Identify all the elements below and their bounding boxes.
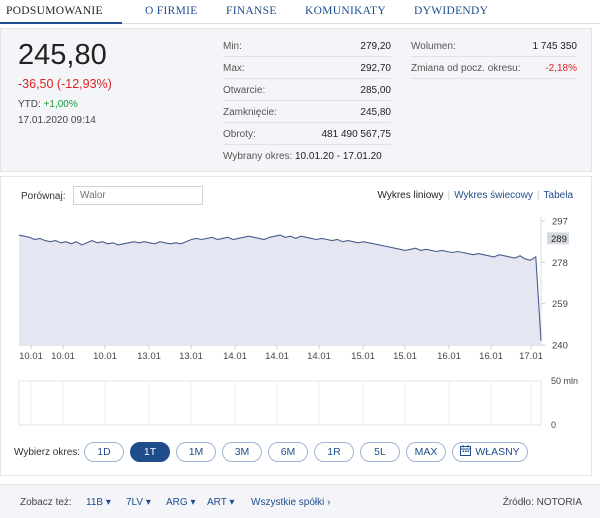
- x-tick-label: 10.01: [51, 351, 75, 362]
- quote-datetime: 17.01.2020 09:14: [18, 115, 96, 126]
- stat-max: Max: 292,70: [223, 59, 391, 79]
- y-tick-label: 240: [552, 341, 568, 352]
- tab-podsumowanie[interactable]: PODSUMOWANIE: [6, 5, 103, 17]
- period-selector: Wybierz okres: 1D 1T 1M 3M 6M 1R 5L MAX …: [0, 440, 600, 464]
- view-table[interactable]: Tabela: [543, 190, 573, 201]
- stat-value: 10.01.20 - 17.01.20: [295, 151, 382, 162]
- x-tick-label: 15.01: [351, 351, 375, 362]
- all-companies-link[interactable]: Wszystkie spółki ›: [251, 497, 331, 508]
- stat-close: Zamknięcie: 245,80: [223, 103, 391, 123]
- stat-label: Wolumen:: [411, 41, 456, 52]
- stat-value: 292,70: [360, 63, 391, 74]
- active-tab-underline: [0, 22, 122, 24]
- stat-label: Zamknięcie:: [223, 107, 277, 118]
- series-line: [18, 234, 542, 341]
- stat-label: Wybrany okres:: [223, 151, 293, 162]
- period-label: Wybierz okres:: [14, 447, 81, 458]
- price-change: -36,50 (-12,93%): [18, 77, 112, 91]
- see-also-link-arg[interactable]: ARG ▾: [166, 497, 196, 508]
- current-value-badge: [547, 232, 569, 245]
- period-1m-button[interactable]: 1M: [176, 442, 216, 462]
- stat-period: Wybrany okres: 10.01.20 - 17.01.20: [223, 147, 423, 167]
- tab-dywidendy[interactable]: DYWIDENDY: [414, 5, 489, 17]
- stat-label: Max:: [223, 63, 245, 74]
- view-candle-chart[interactable]: Wykres świecowy: [454, 190, 533, 201]
- period-3m-button[interactable]: 3M: [222, 442, 262, 462]
- period-6m-button[interactable]: 6M: [268, 442, 308, 462]
- x-tick-label: 17.01: [519, 351, 543, 362]
- x-tick-label: 10.01: [93, 351, 117, 362]
- stat-value: 1 745 350: [532, 41, 578, 52]
- calendar-icon: [460, 445, 472, 456]
- period-custom-label: WŁASNY: [475, 446, 520, 458]
- data-source: Źródło: NOTORIA: [502, 497, 582, 508]
- x-tick-label: 14.01: [223, 351, 247, 362]
- period-max-button[interactable]: MAX: [406, 442, 446, 462]
- stat-label: Min:: [223, 41, 242, 52]
- ytd-label: YTD:: [18, 99, 41, 110]
- tab-o-firmie[interactable]: O FIRMIE: [145, 5, 198, 17]
- volume-panel: [18, 380, 542, 426]
- stat-min: Min: 279,20: [223, 37, 391, 57]
- stat-label: Zmiana od pocz. okresu:: [411, 63, 521, 74]
- series-area: [19, 235, 541, 345]
- ytd-change: YTD: +1,00%: [18, 99, 78, 110]
- stat-open: Otwarcie: 285,00: [223, 81, 391, 101]
- see-also-link-art[interactable]: ART ▾: [207, 497, 235, 508]
- period-5l-button[interactable]: 5L: [360, 442, 400, 462]
- view-line-chart[interactable]: Wykres liniowy: [377, 190, 444, 201]
- stat-value: 285,00: [360, 85, 391, 96]
- volume-axis-label: 50 mln: [551, 376, 578, 386]
- compare-input[interactable]: [73, 186, 203, 205]
- x-tick-label: 10.01: [19, 351, 43, 362]
- x-tick-label: 13.01: [137, 351, 161, 362]
- tab-komunikaty[interactable]: KOMUNIKATY: [305, 5, 386, 17]
- stat-value: -2,18%: [545, 63, 577, 74]
- price-chart[interactable]: 297 278 259 240 289 10.01 10.01 10.01 13.01 13.0…: [1, 213, 593, 475]
- x-tick-label: 14.01: [307, 351, 331, 362]
- ytd-value: +1,00%: [43, 99, 78, 110]
- volume-axis-label: 0: [551, 420, 556, 430]
- stat-value: 245,80: [360, 107, 391, 118]
- tab-finanse[interactable]: FINANSE: [226, 5, 277, 17]
- x-tick-label: 16.01: [479, 351, 503, 362]
- period-1t-button[interactable]: 1T: [130, 442, 170, 462]
- x-tick-label: 13.01: [179, 351, 203, 362]
- current-price: 245,80: [18, 39, 107, 71]
- chart-view-switcher: Wykres liniowy | Wykres świecowy | Tabela: [377, 190, 573, 201]
- x-tick-label: 15.01: [393, 351, 417, 362]
- chart-panel: Porównaj: Wykres liniowy|Wykres świecowy…: [0, 176, 592, 476]
- see-also-label: Zobacz też:: [20, 497, 72, 508]
- x-tick-label: 16.01: [437, 351, 461, 362]
- see-also-link-7lv[interactable]: 7LV ▾: [126, 497, 151, 508]
- x-tick-label: 14.01: [265, 351, 289, 362]
- stat-period-change: Zmiana od pocz. okresu: -2,18%: [411, 59, 577, 79]
- current-value-label: 289: [551, 234, 567, 245]
- stat-label: Otwarcie:: [223, 85, 266, 96]
- stat-value: 279,20: [360, 41, 391, 52]
- period-custom-button[interactable]: WŁASNY: [452, 442, 528, 462]
- period-1r-button[interactable]: 1R: [314, 442, 354, 462]
- stat-volume: Wolumen: 1 745 350: [411, 37, 577, 57]
- y-tick-label: 259: [552, 299, 568, 310]
- see-also-link-11b[interactable]: 11B ▾: [86, 497, 111, 508]
- period-1d-button[interactable]: 1D: [84, 442, 124, 462]
- y-tick-label: 297: [552, 217, 568, 228]
- quote-summary: 245,80 -36,50 (-12,93%) YTD: +1,00% 17.0…: [0, 28, 592, 172]
- stat-turnover: Obroty: 481 490 567,75: [223, 125, 391, 145]
- compare-label: Porównaj:: [21, 191, 66, 202]
- footer-bar: Zobacz też: 11B ▾ 7LV ▾ ARG ▾ ART ▾ Wszy…: [0, 484, 600, 518]
- stat-label: Obroty:: [223, 129, 256, 140]
- stat-value: 481 490 567,75: [321, 129, 391, 140]
- y-tick-label: 278: [552, 258, 568, 269]
- tab-bar: PODSUMOWANIE O FIRMIE FINANSE KOMUNIKATY…: [0, 0, 600, 24]
